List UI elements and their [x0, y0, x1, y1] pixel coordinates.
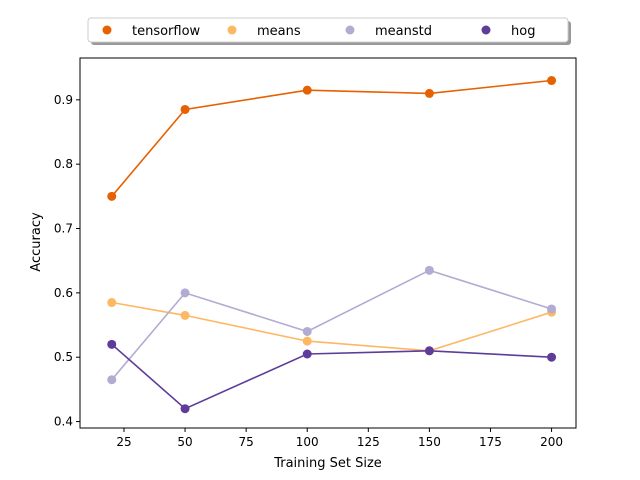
legend-marker — [227, 25, 237, 35]
legend-entry-hog: hog — [481, 24, 535, 39]
data-point — [180, 310, 190, 320]
series-meanstd — [107, 265, 557, 385]
data-point — [107, 375, 117, 385]
data-point — [547, 352, 557, 362]
y-tick-label: 0.4 — [54, 415, 73, 429]
y-tick-label: 0.6 — [54, 286, 73, 300]
data-point — [302, 336, 312, 346]
plot-area — [80, 58, 576, 428]
data-point — [180, 404, 190, 414]
x-tick-label: 150 — [418, 435, 441, 449]
data-point — [302, 85, 312, 95]
data-point — [547, 76, 557, 86]
legend-entry-means: means — [227, 24, 301, 39]
data-point — [547, 304, 557, 314]
plot-background — [80, 58, 576, 428]
y-tick-label: 0.5 — [54, 350, 73, 364]
data-point — [302, 326, 312, 336]
legend-label: hog — [511, 24, 535, 39]
data-point — [424, 88, 434, 98]
data-point — [424, 346, 434, 356]
x-axis-label: Training Set Size — [273, 456, 382, 471]
legend-marker — [102, 25, 112, 35]
legend-marker — [345, 25, 355, 35]
x-tick-label: 200 — [540, 435, 563, 449]
axes-layer: 25 50 75 100 125 150 175 200 0.4 0.5 0.6 0.7 0.8 0.9 — [54, 57, 577, 449]
y-tick-label: 0.9 — [54, 93, 73, 107]
x-tick-label: 175 — [479, 435, 502, 449]
legend-entry-meanstd: meanstd — [345, 24, 432, 39]
series-tensorflow — [107, 76, 557, 201]
x-tick-label: 25 — [116, 435, 131, 449]
data-point — [180, 104, 190, 114]
y-tick-label: 0.8 — [54, 157, 73, 171]
x-tick-label: 125 — [357, 435, 380, 449]
y-axis-label: Accuracy — [29, 212, 44, 272]
x-tick-label: 75 — [239, 435, 254, 449]
series-layer — [107, 76, 557, 414]
series-hog — [107, 339, 557, 414]
legend-label: tensorflow — [132, 24, 201, 39]
legend-label: meanstd — [375, 24, 432, 39]
legend: tensorflow means meanstd hog — [87, 17, 569, 43]
axes-frame — [79, 57, 577, 429]
data-point — [107, 339, 117, 349]
data-point — [107, 191, 117, 201]
y-tick-label: 0.7 — [54, 222, 73, 236]
x-tick-label: 50 — [177, 435, 192, 449]
data-point — [302, 349, 312, 359]
data-point — [180, 288, 190, 298]
legend-marker — [481, 25, 491, 35]
x-tick-label: 100 — [296, 435, 319, 449]
legend-entry-tensorflow: tensorflow — [102, 24, 201, 39]
legend-label: means — [257, 24, 301, 39]
legend-box — [87, 17, 569, 43]
data-point — [107, 298, 117, 308]
data-point — [424, 265, 434, 275]
